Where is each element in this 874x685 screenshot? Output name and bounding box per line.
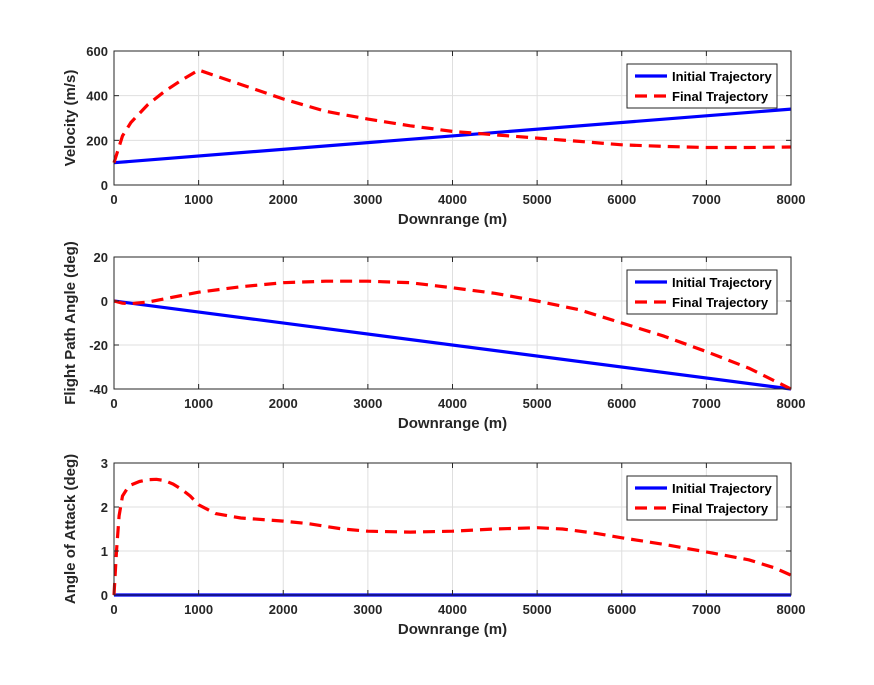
x-axis-label: Downrange (m) (398, 211, 507, 228)
legend-label-initial: Initial Trajectory (672, 481, 772, 496)
series-line-final (113, 279, 792, 391)
x-tick-label: 4000 (438, 602, 467, 617)
x-tick-label: 1000 (184, 602, 213, 617)
legend: Initial Trajectory Final Trajectory (626, 63, 778, 109)
x-tick-label: 7000 (692, 602, 721, 617)
x-tick-label: 6000 (607, 192, 636, 207)
x-tick-label: 7000 (692, 396, 721, 411)
y-tick-label: 0 (101, 588, 108, 603)
x-tick-label: 6000 (607, 396, 636, 411)
legend-label-final: Final Trajectory (672, 89, 769, 104)
y-tick-label: -20 (89, 338, 108, 353)
series-line-initial (113, 299, 792, 391)
subplot-3: 0 1000 2000 3000 4000 5000 6000 7000 8000 0 1 2 3 Dow… (62, 454, 805, 638)
x-tick-label: 3000 (353, 192, 382, 207)
x-tick-label: 4000 (438, 396, 467, 411)
y-tick-label: 400 (86, 89, 108, 104)
y-axis-label: Angle of Attack (deg) (62, 454, 79, 604)
x-tick-label: 3000 (353, 396, 382, 411)
legend-box (626, 475, 778, 521)
y-tick-label: 1 (101, 544, 108, 559)
legend-label-final: Final Trajectory (672, 501, 769, 516)
x-tick-label: 8000 (777, 602, 806, 617)
x-tick-label: 0 (110, 602, 117, 617)
y-axis-label: Velocity (m/s) (62, 70, 79, 167)
x-tick-label: 8000 (777, 396, 806, 411)
y-axis-label: Flight Path Angle (deg) (62, 241, 79, 405)
subplot-1: 0 1000 2000 3000 4000 5000 6000 7000 8000 0 200 400… (62, 44, 805, 228)
x-tick-label: 2000 (269, 396, 298, 411)
y-tick-label: -40 (89, 382, 108, 397)
legend-label-initial: Initial Trajectory (672, 69, 772, 84)
y-tick-label: 3 (101, 456, 108, 471)
x-tick-label: 8000 (777, 192, 806, 207)
x-tick-label: 4000 (438, 192, 467, 207)
legend: Initial Trajectory Final Trajectory (626, 269, 778, 315)
x-tick-label: 0 (110, 192, 117, 207)
subplot-2: 0 1000 2000 3000 4000 5000 6000 7000 8000 -40 -20 0… (62, 241, 805, 432)
series-line-initial (113, 107, 792, 165)
x-axis-label: Downrange (m) (398, 621, 507, 638)
y-tick-label: 2 (101, 500, 108, 515)
x-tick-label: 7000 (692, 192, 721, 207)
x-axis-label: Downrange (m) (398, 415, 507, 432)
y-tick-label: 20 (94, 250, 108, 265)
x-tick-label: 6000 (607, 602, 636, 617)
y-tick-label: 600 (86, 44, 108, 59)
x-tick-label: 5000 (523, 602, 552, 617)
x-tick-label: 3000 (353, 602, 382, 617)
x-tick-label: 1000 (184, 192, 213, 207)
legend: Initial Trajectory Final Trajectory (626, 475, 778, 521)
y-tick-label: 200 (86, 133, 108, 148)
x-tick-label: 2000 (269, 192, 298, 207)
legend-box (626, 269, 778, 315)
x-tick-label: 2000 (269, 602, 298, 617)
x-tick-label: 5000 (523, 192, 552, 207)
series-line-final (112, 477, 792, 596)
legend-label-initial: Initial Trajectory (672, 275, 772, 290)
legend-label-final: Final Trajectory (672, 295, 769, 310)
series-line-final (112, 68, 792, 164)
x-tick-label: 0 (110, 396, 117, 411)
x-tick-label: 5000 (523, 396, 552, 411)
y-tick-label: 0 (101, 294, 108, 309)
legend-box (626, 63, 778, 109)
y-tick-label: 0 (101, 178, 108, 193)
x-tick-label: 1000 (184, 396, 213, 411)
